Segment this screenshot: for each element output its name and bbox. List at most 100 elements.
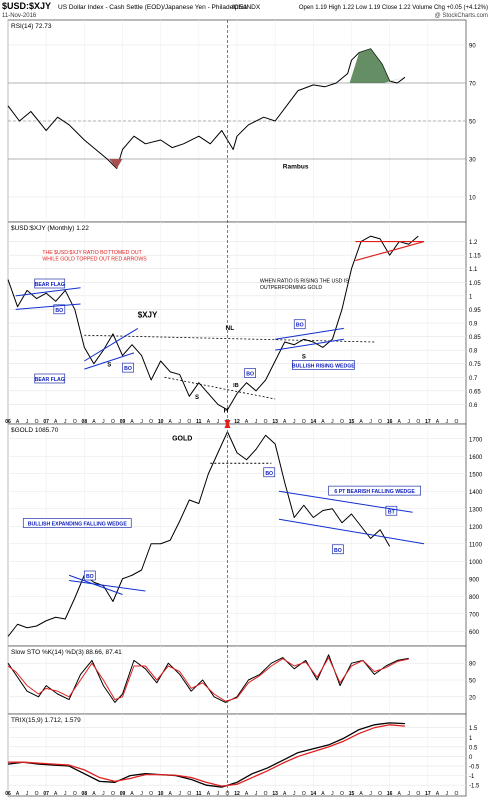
y-tick-label: 1.05	[469, 281, 481, 287]
panel-title: Slow STO %K(14) %D(3) 88.66, 87.41	[11, 649, 122, 656]
x-tick-label: 06	[5, 419, 11, 425]
x-tick-label: A	[16, 419, 20, 425]
x-tick-label: O	[378, 791, 382, 797]
series-line	[7, 657, 409, 702]
x-tick-label: J	[102, 419, 105, 425]
annotation-frame	[53, 304, 66, 315]
panel-title: $USD:$XJY (Monthly) 1.22	[11, 225, 89, 232]
annotation-frame	[332, 544, 344, 555]
x-tick-label: A	[321, 419, 325, 425]
x-tick-label: 16	[387, 791, 393, 797]
annotation-frame	[293, 319, 306, 330]
panel-ratio: 0.6 0.65 0.7 0.75 0.8 0.85 0.9 0.95 1 1.05 1.1 1.15…	[5, 221, 481, 425]
annotation-label: H	[224, 408, 229, 415]
annotation-text: BO	[124, 366, 132, 372]
x-tick-label: J	[179, 791, 182, 797]
x-tick-label: 15	[349, 791, 355, 797]
x-tick-label: O	[340, 791, 344, 797]
x-tick-label: 17	[425, 419, 431, 425]
watermark: @ StockCharts.com	[435, 13, 488, 19]
annotation-box: BO	[263, 467, 276, 478]
x-tick-label: O	[35, 419, 39, 425]
x-tick-label: J	[140, 419, 143, 425]
annotation-box: BULLISH EXPANDING FALLING WEDGE	[22, 518, 132, 528]
series-line	[7, 654, 409, 703]
x-tick-label: A	[398, 419, 402, 425]
trendline	[15, 303, 81, 310]
x-tick-label: O	[149, 791, 153, 797]
y-tick-label: 80	[469, 662, 476, 668]
annotation-frame	[34, 278, 66, 289]
x-tick-label: J	[369, 791, 372, 797]
annotation-red: THE $USD:$XJY RATIO BOTTOMED OUT	[42, 250, 142, 256]
x-tick-label: 12	[234, 419, 240, 425]
x-tick-label: A	[130, 419, 134, 425]
annotation-text: BO	[246, 372, 254, 378]
x-tick-label: 11	[196, 791, 202, 797]
x-tick-label: J	[408, 419, 411, 425]
x-tick-label: A	[92, 419, 96, 425]
annotation-text: BO	[296, 323, 304, 329]
panel-rsi: 10 30 50 70 90 RSI(14) 72.73 Rambus	[7, 19, 476, 223]
x-tick-label: A	[54, 791, 58, 797]
y-tick-label: 1500	[469, 472, 483, 478]
trendline	[275, 338, 344, 351]
annotation-box: BO	[83, 570, 96, 581]
x-tick-label: O	[187, 791, 191, 797]
x-tick-label: J	[446, 419, 449, 425]
y-tick-label: 600	[469, 630, 480, 636]
annotation-label: S	[302, 354, 306, 360]
red-arrow-up	[224, 421, 231, 428]
y-tick-label: 900	[469, 577, 480, 583]
x-tick-label: A	[283, 791, 287, 797]
x-tick-label: O	[35, 791, 39, 797]
annotation-text: 6 PT BEARISH FALLING WEDGE	[334, 489, 415, 495]
x-tick-label: J	[255, 791, 258, 797]
series-line	[8, 724, 405, 787]
x-tick-label: A	[169, 791, 173, 797]
x-tick-label: J	[140, 791, 143, 797]
trendline	[278, 518, 425, 545]
header-description: US Dollar Index - Cash Settle (EOD)/Japa…	[58, 4, 247, 11]
y-tick-label: 0.6	[469, 403, 478, 409]
annotation-frame	[328, 485, 421, 496]
x-tick-label: O	[455, 419, 459, 425]
y-tick-label: 0.75	[469, 362, 481, 368]
y-tick-label: -1	[469, 774, 475, 780]
y-tick-label: 1.1	[469, 267, 478, 273]
x-tick-label: J	[64, 419, 67, 425]
x-tick-label: J	[293, 791, 296, 797]
annotation-box: BO	[53, 304, 66, 315]
series-line	[7, 235, 419, 411]
annotation-text: BO	[334, 548, 342, 554]
annotation-text: BULLISH RISING WEDGE	[292, 363, 355, 369]
x-tick-label: 11	[196, 419, 202, 425]
x-tick-label: J	[64, 791, 67, 797]
y-tick-label: 1000	[469, 560, 483, 566]
panel-title: $GOLD 1085.70	[11, 427, 59, 434]
x-tick-label: O	[111, 791, 115, 797]
x-tick-label: A	[245, 791, 249, 797]
annotation-box: BO	[122, 362, 134, 373]
x-tick-label: A	[16, 791, 20, 797]
y-tick-label: 0.65	[469, 389, 481, 395]
annotation: Rambus	[283, 164, 309, 171]
x-tick-label: O	[264, 791, 268, 797]
y-tick-label: 700	[469, 612, 480, 618]
header-symbol: $USD:$XJY	[2, 1, 51, 11]
series-line	[7, 48, 406, 169]
annotation-text: BEAR FLAG	[35, 282, 65, 288]
annotation: OUTPERFORMING GOLD	[260, 285, 323, 291]
rsi-overbought-area	[349, 48, 405, 83]
annotation-label: GOLD	[172, 436, 192, 443]
x-tick-label: J	[217, 791, 220, 797]
header-date: 11-Nov-2016	[2, 13, 37, 19]
y-tick-label: 70	[469, 82, 476, 88]
annotation-frame	[385, 505, 398, 516]
y-tick-label: -1.5	[469, 784, 480, 790]
x-tick-label: J	[331, 791, 334, 797]
panel-title: TRIX(15,9) 1.712, 1.579	[11, 717, 81, 724]
x-tick-label: J	[293, 419, 296, 425]
y-tick-label: 1200	[469, 525, 483, 531]
annotation-frame	[291, 360, 355, 370]
